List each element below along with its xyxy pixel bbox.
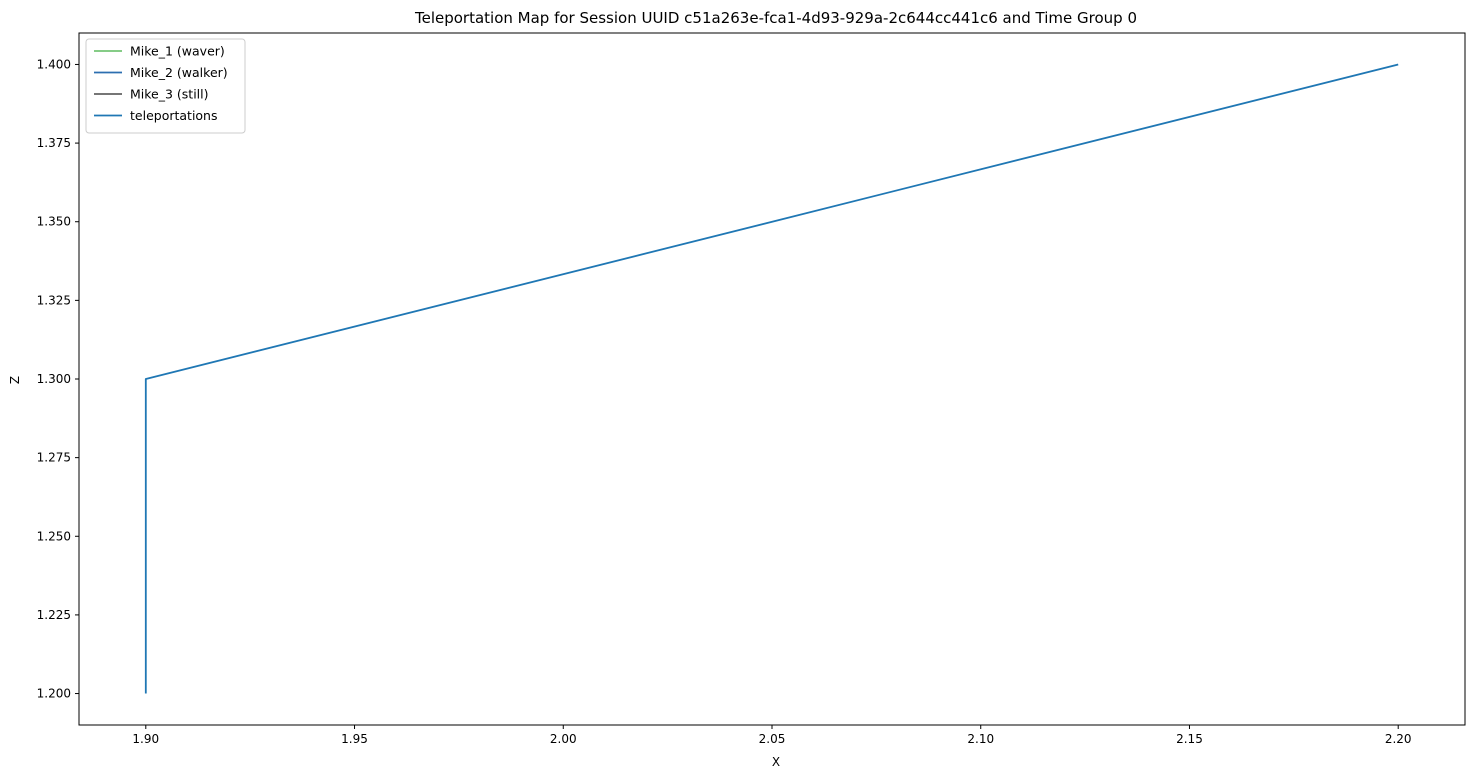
- y-tick-label: 1.350: [37, 215, 71, 229]
- y-axis-label: Z: [8, 376, 22, 384]
- x-tick-label: 2.15: [1176, 732, 1203, 746]
- legend-label: Mike_3 (still): [130, 87, 209, 102]
- legend-box: [85, 38, 246, 134]
- y-tick-label: 1.300: [37, 372, 71, 386]
- y-axis: 1.200 1.225 1.250 1.275 1.300 1.325 1.350 1.375…: [37, 57, 79, 701]
- y-tick-label: 1.225: [37, 608, 71, 622]
- plot-area: 1.90 1.95 2.00 2.05 2.10 2.15 2.20 1.2001.2251…: [37, 32, 1466, 746]
- x-tick-label: 1.90: [132, 732, 159, 746]
- y-tick-label: 1.375: [37, 136, 71, 150]
- legend-label: Mike_2 (walker): [130, 65, 228, 80]
- legend-label: teleportations: [130, 108, 218, 123]
- legend-label: Mike_1 (waver): [130, 44, 225, 59]
- y-tick-label: 1.200: [37, 687, 71, 701]
- series-line-3: [144, 63, 1399, 694]
- x-axis-label: X: [772, 755, 780, 769]
- legend: Mike_1 (waver) Mike_2 (walker) Mike_3 (sti…: [85, 38, 246, 134]
- y-tick-label: 1.400: [37, 57, 71, 71]
- series-lines: [144, 63, 1399, 694]
- x-tick-label: 2.05: [759, 732, 786, 746]
- x-tick-label: 2.10: [967, 732, 994, 746]
- x-tick-label: 1.95: [341, 732, 368, 746]
- y-tick-label: 1.325: [37, 293, 71, 307]
- y-tick-label: 1.275: [37, 451, 71, 465]
- y-tick-label: 1.250: [37, 529, 71, 543]
- x-tick-label: 2.00: [550, 732, 577, 746]
- x-axis: 1.90 1.95 2.00 2.05 2.10 2.15 2.20: [132, 725, 1412, 746]
- x-tick-label: 2.20: [1385, 732, 1412, 746]
- chart-title: Teleportation Map for Session UUID c51a2…: [414, 9, 1137, 27]
